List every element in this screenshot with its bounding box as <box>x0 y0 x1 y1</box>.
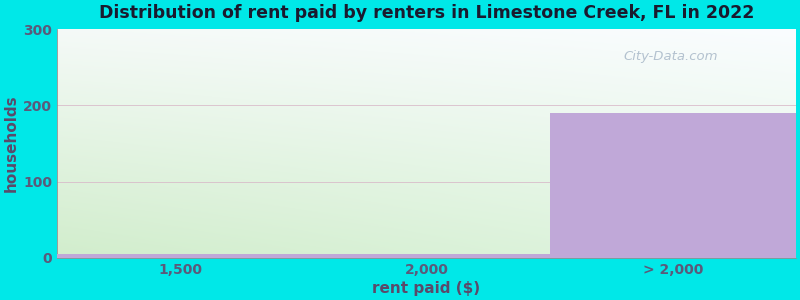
Bar <box>550 113 796 258</box>
X-axis label: rent paid ($): rent paid ($) <box>373 281 481 296</box>
Bar <box>303 254 550 258</box>
Bar <box>57 254 303 258</box>
Title: Distribution of rent paid by renters in Limestone Creek, FL in 2022: Distribution of rent paid by renters in … <box>99 4 754 22</box>
Text: City-Data.com: City-Data.com <box>623 50 718 63</box>
Y-axis label: households: households <box>4 95 19 192</box>
